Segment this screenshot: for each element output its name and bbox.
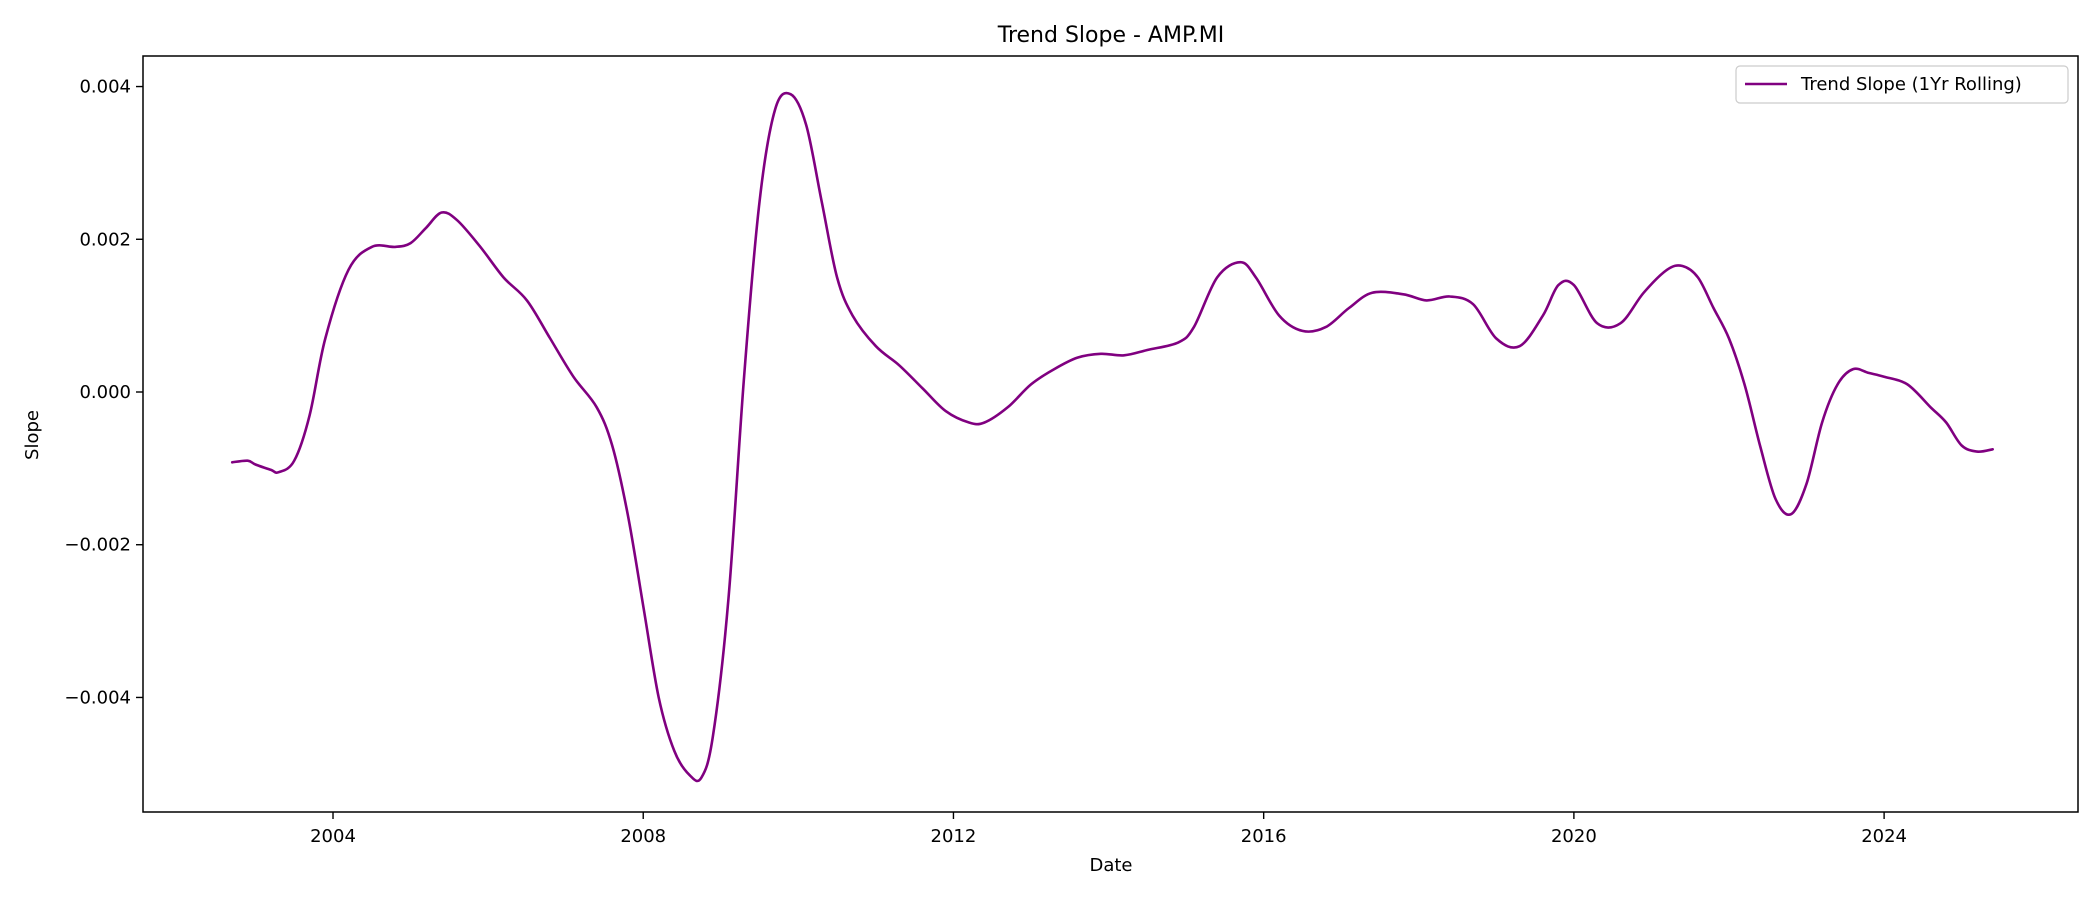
y-axis-label: Slope xyxy=(22,410,43,460)
x-tick-label: 2008 xyxy=(620,826,666,847)
y-tick-label: 0.000 xyxy=(79,382,131,403)
legend-entry-trend-slope: Trend Slope (1Yr Rolling) xyxy=(1800,74,2022,95)
x-tick-label: 2024 xyxy=(1861,826,1907,847)
x-tick-label: 2020 xyxy=(1551,826,1597,847)
x-tick-label: 2016 xyxy=(1241,826,1287,847)
x-tick-label: 2004 xyxy=(310,826,356,847)
series-line-trend-slope xyxy=(230,91,1994,783)
y-tick-label: 0.004 xyxy=(79,77,131,98)
x-axis-ticks: 2004 2008 2012 2016 2020 2024 xyxy=(310,812,1907,847)
plot-area xyxy=(230,91,1994,783)
y-tick-label: −0.004 xyxy=(64,687,131,708)
x-axis-label: Date xyxy=(1089,855,1132,876)
y-tick-label: −0.002 xyxy=(64,535,131,556)
axes-frame xyxy=(142,55,2079,813)
legend: Trend Slope (1Yr Rolling) xyxy=(1735,65,2069,104)
y-axis-ticks: −0.004 −0.002 0.000 0.002 0.004 xyxy=(64,77,143,708)
y-tick-label: 0.002 xyxy=(79,229,131,250)
x-tick-label: 2012 xyxy=(931,826,977,847)
legend-box xyxy=(1735,65,2069,104)
chart-title: Trend Slope - AMP.MI xyxy=(997,23,1225,48)
